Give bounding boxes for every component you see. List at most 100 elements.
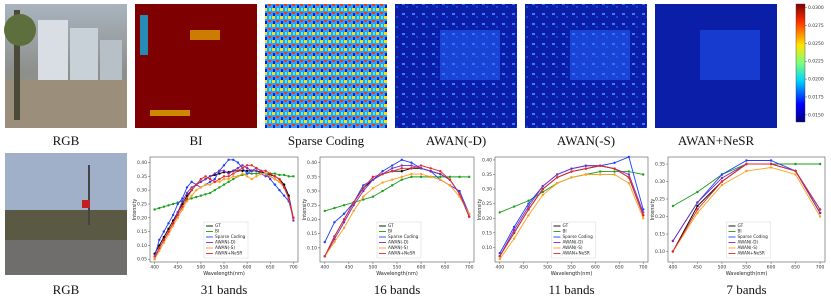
legend-label: GT	[388, 223, 394, 228]
colorbar-tick-label: 0.0225	[808, 59, 824, 65]
chart-title: 11 bands	[548, 282, 594, 297]
y-tick-label: 0.25	[307, 203, 317, 209]
data-point	[362, 187, 365, 190]
y-tick-label: 0.35	[655, 162, 665, 168]
data-point	[232, 172, 235, 175]
colorbar-tick-label: 0.0275	[808, 23, 824, 29]
x-tick-label: 400	[669, 265, 678, 271]
data-point	[245, 172, 249, 175]
data-point	[527, 199, 530, 202]
data-point	[390, 184, 394, 187]
data-point	[584, 164, 588, 167]
data-point	[541, 187, 545, 191]
data-point	[323, 255, 327, 258]
data-point	[400, 164, 404, 167]
data-point	[613, 167, 616, 170]
data-point	[190, 188, 193, 192]
y-axis-label: Intensity	[477, 199, 483, 221]
data-point	[439, 169, 442, 173]
data-point	[236, 161, 240, 164]
legend-label: Sparse Coding	[388, 234, 419, 239]
data-point	[769, 159, 773, 162]
data-point	[598, 164, 602, 167]
data-point	[333, 206, 336, 210]
data-point	[218, 180, 221, 184]
y-axis-label: Intensity	[132, 199, 138, 221]
y-tick-label: 0.10	[482, 245, 492, 251]
data-point	[278, 177, 281, 181]
data-point	[362, 189, 365, 193]
x-tick-label: 400	[150, 265, 159, 271]
data-point	[162, 230, 166, 233]
data-point	[400, 175, 404, 179]
data-point	[199, 177, 203, 181]
data-point	[204, 183, 207, 186]
data-point	[213, 172, 216, 175]
data-point	[259, 172, 263, 175]
x-axis-label: Wavelength(nm)	[376, 271, 418, 277]
y-tick-label: 0.20	[655, 214, 665, 220]
data-point	[794, 173, 797, 176]
data-point	[512, 228, 516, 232]
data-point	[627, 182, 631, 185]
data-point	[269, 177, 272, 181]
legend-label: GT	[738, 223, 744, 228]
data-point	[419, 172, 423, 176]
data-point	[794, 169, 797, 173]
data-point	[400, 169, 404, 173]
data-point	[218, 177, 221, 181]
data-point	[352, 209, 355, 213]
x-tick-label: 600	[767, 265, 776, 271]
data-point	[241, 164, 244, 167]
data-point	[282, 183, 286, 186]
data-point	[627, 155, 631, 159]
data-point	[410, 175, 413, 179]
data-point	[158, 246, 161, 250]
data-point	[613, 173, 616, 176]
y-tick-label: 0.25	[482, 201, 492, 207]
data-point	[185, 194, 189, 197]
data-point	[439, 178, 442, 181]
data-point	[371, 175, 375, 179]
data-point	[818, 215, 822, 218]
data-point	[190, 186, 193, 189]
data-point	[218, 172, 221, 175]
data-point	[195, 188, 198, 192]
data-point	[527, 208, 530, 211]
x-tick-label: 450	[693, 265, 702, 271]
data-point	[167, 204, 170, 207]
legend-label: GT	[215, 223, 221, 228]
data-point	[745, 162, 748, 166]
data-point	[158, 244, 161, 247]
data-point	[400, 158, 404, 162]
legend-label: AWAN(-S)	[563, 245, 583, 250]
data-point	[190, 180, 193, 184]
y-tick-label: 0.20	[307, 217, 317, 223]
data-point	[287, 175, 290, 178]
data-point	[458, 175, 461, 179]
data-point	[720, 183, 724, 187]
data-point	[236, 166, 240, 170]
data-point	[282, 194, 286, 197]
data-point	[218, 186, 221, 189]
legend-box	[551, 221, 596, 259]
data-point	[199, 180, 203, 184]
data-point	[333, 240, 336, 244]
data-point	[381, 169, 384, 173]
data-point	[467, 175, 471, 179]
x-tick-label: 550	[220, 265, 229, 271]
x-tick-label: 550	[393, 265, 402, 271]
data-point	[195, 183, 198, 186]
data-point	[245, 175, 249, 178]
y-tick-label: 0.10	[137, 243, 147, 249]
data-point	[555, 182, 559, 185]
data-point	[190, 197, 193, 200]
data-point	[570, 167, 573, 170]
data-point	[222, 169, 226, 173]
legend-label: AWAN(-D)	[388, 240, 409, 245]
data-point	[381, 172, 384, 176]
legend-label: BI	[215, 229, 219, 234]
data-point	[390, 169, 394, 173]
x-axis-label: Wavelength(nm)	[203, 271, 245, 277]
data-point	[696, 211, 699, 215]
